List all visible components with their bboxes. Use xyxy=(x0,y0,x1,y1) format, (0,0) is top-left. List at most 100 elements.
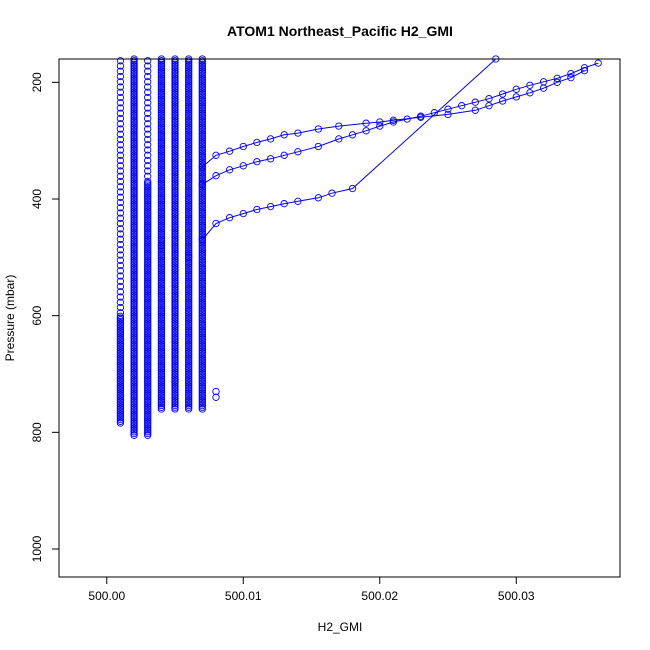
data-point xyxy=(198,216,206,224)
data-point xyxy=(185,370,193,378)
data-point xyxy=(144,380,152,389)
data-point xyxy=(171,184,179,193)
data-point xyxy=(185,387,193,396)
data-point xyxy=(198,209,206,217)
data-point xyxy=(144,167,152,175)
data-point xyxy=(157,377,166,385)
data-point xyxy=(116,370,125,378)
data-point xyxy=(198,380,206,389)
data-point xyxy=(185,230,193,238)
data-point xyxy=(185,93,193,102)
data-point xyxy=(185,349,193,357)
data-point xyxy=(144,93,152,102)
data-point xyxy=(185,237,193,245)
data-point xyxy=(198,107,206,116)
data-point xyxy=(185,380,193,389)
data-point xyxy=(185,209,193,217)
data-point xyxy=(198,247,206,256)
data-point xyxy=(157,307,166,315)
data-point xyxy=(116,167,125,175)
data-point xyxy=(116,130,125,138)
data-point xyxy=(116,391,125,399)
data-point xyxy=(198,282,206,291)
data-point xyxy=(130,282,138,291)
data-point xyxy=(144,408,152,417)
data-point xyxy=(471,98,479,106)
data-point xyxy=(130,104,138,112)
data-point xyxy=(171,76,179,84)
data-point xyxy=(239,162,247,170)
data-point xyxy=(144,57,152,65)
data-point xyxy=(130,149,138,158)
data-point xyxy=(144,156,152,165)
data-point xyxy=(144,177,152,186)
data-point xyxy=(116,172,125,180)
data-point xyxy=(157,310,166,319)
data-point xyxy=(157,314,166,322)
data-point xyxy=(144,205,152,214)
data-point xyxy=(116,120,125,128)
data-point xyxy=(171,237,179,245)
data-point xyxy=(376,122,384,130)
data-point xyxy=(185,296,193,305)
data-point xyxy=(116,188,125,196)
data-point xyxy=(198,132,206,140)
y-tick-label: 600 xyxy=(30,305,44,325)
data-point xyxy=(144,366,152,375)
data-point xyxy=(157,356,166,364)
data-point xyxy=(130,275,138,284)
data-point xyxy=(171,188,179,196)
data-point xyxy=(157,335,166,343)
data-point xyxy=(116,419,125,427)
data-point xyxy=(294,197,302,205)
data-point xyxy=(157,121,166,130)
data-point xyxy=(185,149,193,158)
data-point xyxy=(185,328,193,336)
data-point xyxy=(130,174,138,182)
data-point xyxy=(130,345,138,354)
data-point xyxy=(157,111,166,119)
data-point xyxy=(171,380,179,389)
data-point xyxy=(130,377,138,385)
data-point xyxy=(144,405,152,413)
data-point xyxy=(171,149,179,158)
data-point xyxy=(553,78,561,86)
data-point xyxy=(171,331,179,340)
data-point xyxy=(185,198,193,207)
data-point xyxy=(116,401,125,410)
data-point xyxy=(171,114,179,123)
data-point xyxy=(130,422,138,431)
data-point xyxy=(198,272,206,280)
data-point xyxy=(198,261,206,270)
data-point xyxy=(498,97,507,105)
data-point xyxy=(157,363,166,371)
data-point xyxy=(116,214,125,222)
data-point xyxy=(198,328,206,336)
data-point xyxy=(185,121,193,130)
data-point xyxy=(116,146,125,154)
data-point xyxy=(144,394,152,403)
data-point xyxy=(171,226,179,235)
data-point xyxy=(280,200,288,208)
data-point xyxy=(335,135,343,143)
data-point xyxy=(314,194,322,202)
x-tick-label: 500.00 xyxy=(88,589,125,603)
data-point xyxy=(157,265,166,273)
data-point xyxy=(116,99,125,107)
data-point xyxy=(130,272,138,280)
data-point xyxy=(144,387,152,396)
data-point xyxy=(185,268,193,277)
data-point xyxy=(157,149,166,158)
data-point xyxy=(144,422,152,431)
data-point xyxy=(266,202,275,211)
data-point xyxy=(171,384,179,392)
data-point xyxy=(171,394,179,403)
data-point xyxy=(567,69,575,78)
data-point xyxy=(212,172,220,180)
data-point xyxy=(116,366,125,375)
data-point xyxy=(157,317,166,326)
data-point xyxy=(144,307,152,315)
data-point xyxy=(198,97,206,105)
data-point xyxy=(130,431,138,439)
data-point xyxy=(485,102,493,110)
